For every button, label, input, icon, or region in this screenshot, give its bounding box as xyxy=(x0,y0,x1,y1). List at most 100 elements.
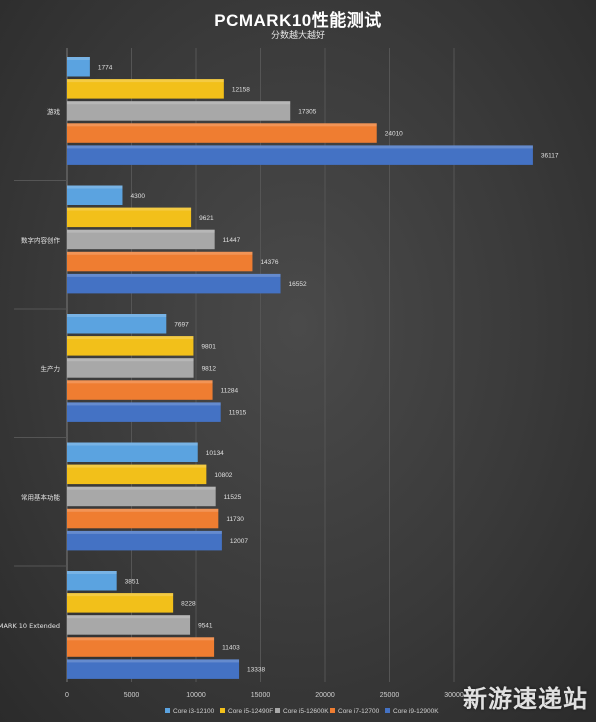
data-label: 9621 xyxy=(199,215,214,222)
x-tick-label: 25000 xyxy=(380,692,400,699)
bar-highlight xyxy=(67,251,253,255)
bar-highlight xyxy=(67,185,123,189)
legend-swatch xyxy=(165,708,170,713)
legend-swatch xyxy=(275,708,280,713)
data-label: 11915 xyxy=(229,410,247,417)
legend-label: Core i3-12100 xyxy=(173,708,215,715)
bar xyxy=(67,659,240,679)
bar-highlight xyxy=(67,593,174,597)
bar-highlight xyxy=(67,229,215,233)
data-label: 14376 xyxy=(260,259,278,266)
data-label: 4300 xyxy=(130,193,145,200)
bar-highlight xyxy=(67,508,219,512)
category-label: 数字内容创作 xyxy=(21,235,61,244)
data-label: 11284 xyxy=(221,388,239,395)
bar xyxy=(67,358,194,378)
bar xyxy=(67,486,216,507)
bar xyxy=(67,185,123,205)
bar-highlight xyxy=(67,637,215,641)
bar xyxy=(67,123,377,143)
data-label: 16552 xyxy=(289,281,307,288)
chart-subtitle: 分数越大越好 xyxy=(270,30,325,40)
bar xyxy=(67,336,194,356)
data-label: 13338 xyxy=(247,667,265,674)
data-label: 12007 xyxy=(230,538,248,545)
x-tick-label: 0 xyxy=(65,692,69,699)
bar xyxy=(67,530,222,551)
bar-highlight xyxy=(67,486,216,490)
legend-swatch xyxy=(220,708,225,713)
category-label: 生产力 xyxy=(41,364,61,373)
data-label: 8228 xyxy=(181,600,196,607)
data-label: 36117 xyxy=(541,153,559,160)
data-label: 9812 xyxy=(202,365,217,372)
bar xyxy=(67,251,253,272)
x-tick-label: 5000 xyxy=(124,692,140,699)
data-label: 3851 xyxy=(125,578,140,585)
data-label: 24010 xyxy=(385,131,403,138)
legend-swatch xyxy=(330,708,335,713)
data-label: 11525 xyxy=(224,494,242,501)
bar xyxy=(67,615,191,635)
x-tick-labels: 0 5000 10000 15000 20000 25000 30000 xyxy=(65,692,464,699)
data-label: 10802 xyxy=(214,472,232,479)
data-label: 9541 xyxy=(198,622,213,629)
legend-label: Core i5-12600K xyxy=(283,708,329,715)
bar-highlight xyxy=(67,314,167,317)
bar-highlight xyxy=(67,380,213,384)
bar-highlight xyxy=(67,123,377,127)
watermark-logo: 新游速递站 xyxy=(463,685,588,713)
data-label: 10134 xyxy=(206,450,224,457)
category-label: 常用基本功能 xyxy=(21,492,61,501)
bar xyxy=(67,508,219,529)
bar-highlight xyxy=(67,358,194,362)
category-label: 游戏 xyxy=(47,107,61,116)
bar-highlight xyxy=(67,659,240,663)
data-label: 12158 xyxy=(232,86,250,93)
bar xyxy=(67,571,117,591)
legend-label: Core i9-12900K xyxy=(393,708,439,715)
chart-title: PCMARK10性能测试 xyxy=(214,11,382,30)
data-label: 11447 xyxy=(223,237,241,244)
bar xyxy=(67,380,213,400)
legend: Core i3-12100 Core i5-12490F Core i5-12600… xyxy=(165,708,439,715)
data-label: 17305 xyxy=(298,108,316,115)
bar-highlight xyxy=(67,273,281,277)
bar xyxy=(67,145,533,165)
bar-highlight xyxy=(67,464,207,468)
x-tick-label: 30000 xyxy=(444,692,464,699)
bar-highlight xyxy=(67,615,191,619)
x-tick-label: 10000 xyxy=(186,692,206,699)
bar xyxy=(67,402,221,422)
legend-swatch xyxy=(385,708,390,713)
legend-label: Core i7-12700 xyxy=(338,708,380,715)
data-label: 11730 xyxy=(226,516,244,523)
bar-highlight xyxy=(67,145,533,149)
bars xyxy=(67,57,533,679)
bar xyxy=(67,593,174,613)
bar xyxy=(67,442,198,462)
bar-highlight xyxy=(67,442,198,446)
x-tick-label: 15000 xyxy=(251,692,271,699)
bar-highlight xyxy=(67,79,224,83)
data-label: 7697 xyxy=(174,321,189,328)
legend-label: Core i5-12490F xyxy=(228,708,273,715)
bar xyxy=(67,57,90,77)
data-label: 9801 xyxy=(201,343,216,350)
bar-highlight xyxy=(67,402,221,406)
bar-highlight xyxy=(67,336,194,340)
bar xyxy=(67,273,281,294)
bar xyxy=(67,637,215,657)
bar xyxy=(67,314,167,334)
bar-highlight xyxy=(67,207,192,211)
category-label: PCMARK 10 Extended xyxy=(0,622,60,630)
data-label: 1774 xyxy=(98,64,113,71)
bar xyxy=(67,229,215,250)
value-labels: 1774 12158 17305 24010 36117 4300 9621 11447 143… xyxy=(98,64,559,673)
data-label: 11403 xyxy=(222,645,240,652)
bar-highlight xyxy=(67,530,222,534)
bar xyxy=(67,207,192,228)
bar-highlight xyxy=(67,101,291,105)
